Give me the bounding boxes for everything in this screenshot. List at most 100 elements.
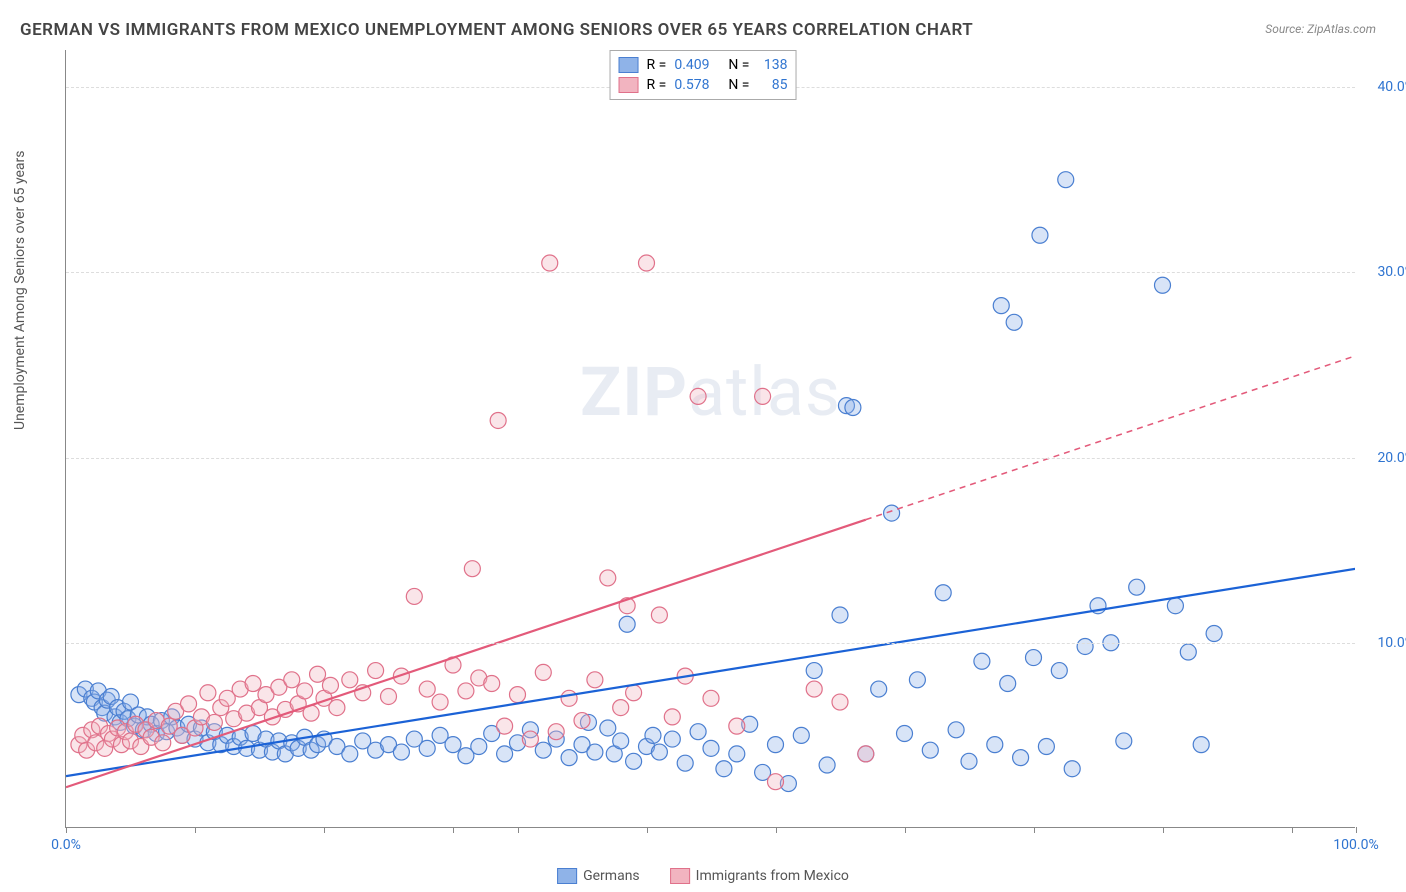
scatter-point: [101, 726, 117, 742]
scatter-point: [290, 696, 306, 712]
scatter-point: [993, 298, 1009, 314]
scatter-point: [117, 724, 133, 740]
scatter-point: [510, 687, 526, 703]
scatter-point: [164, 709, 180, 725]
scatter-point: [329, 738, 345, 754]
scatter-point: [258, 687, 274, 703]
scatter-point: [155, 735, 171, 751]
scatter-point: [1193, 737, 1209, 753]
scatter-point: [174, 727, 190, 743]
scatter-point: [219, 690, 235, 706]
x-tick: [1292, 827, 1293, 833]
scatter-point: [510, 735, 526, 751]
scatter-point: [490, 412, 506, 428]
scatter-point: [107, 709, 123, 725]
stats-legend-row: R =0.409N =138: [619, 55, 788, 75]
scatter-point: [677, 668, 693, 684]
scatter-point: [419, 681, 435, 697]
scatter-point: [193, 709, 209, 725]
scatter-point: [664, 731, 680, 747]
x-tick-label: 0.0%: [51, 837, 81, 853]
scatter-point: [574, 713, 590, 729]
scatter-point: [445, 737, 461, 753]
x-tick: [1034, 827, 1035, 833]
scatter-point: [484, 676, 500, 692]
trend-line: [66, 520, 866, 788]
scatter-point: [716, 761, 732, 777]
legend-label: Immigrants from Mexico: [696, 868, 849, 884]
scatter-point: [277, 746, 293, 762]
scatter-point: [148, 713, 164, 729]
scatter-point: [75, 727, 91, 743]
scatter-point: [703, 740, 719, 756]
scatter-point: [271, 733, 287, 749]
scatter-point: [239, 740, 255, 756]
scatter-point: [342, 746, 358, 762]
scatter-point: [123, 733, 139, 749]
scatter-point: [181, 696, 197, 712]
scatter-point: [651, 744, 667, 760]
scatter-point: [139, 709, 155, 725]
scatter-point: [169, 720, 185, 736]
scatter-point: [445, 657, 461, 673]
scatter-point: [974, 653, 990, 669]
scatter-point: [97, 705, 113, 721]
scatter-point: [1013, 750, 1029, 766]
scatter-point: [780, 776, 796, 792]
scatter-point: [768, 737, 784, 753]
scatter-point: [123, 694, 139, 710]
scatter-point: [677, 755, 693, 771]
y-axis-title: Unemployment Among Seniors over 65 years: [12, 151, 28, 431]
stats-r-value: 0.409: [674, 57, 720, 73]
scatter-point: [897, 726, 913, 742]
scatter-point: [587, 672, 603, 688]
scatter-point: [258, 731, 274, 747]
scatter-point: [110, 720, 126, 736]
scatter-point: [393, 668, 409, 684]
stats-n-label: N =: [728, 57, 749, 73]
scatter-point: [393, 744, 409, 760]
scatter-point: [181, 716, 197, 732]
scatter-point: [168, 703, 184, 719]
scatter-point: [355, 685, 371, 701]
scatter-point: [471, 670, 487, 686]
trend-line-extrapolated: [866, 356, 1355, 520]
scatter-point: [284, 735, 300, 751]
scatter-point: [97, 740, 113, 756]
scatter-point: [458, 748, 474, 764]
scatter-point: [961, 753, 977, 769]
scatter-point: [645, 727, 661, 743]
scatter-point: [406, 588, 422, 604]
y-tick-label: 10.0%: [1365, 635, 1406, 651]
scatter-point: [71, 737, 87, 753]
scatter-point: [432, 694, 448, 710]
stats-n-value: 138: [757, 57, 787, 73]
scatter-point: [806, 681, 822, 697]
scatter-point: [126, 718, 142, 734]
scatter-point: [1077, 638, 1093, 654]
scatter-point: [1058, 172, 1074, 188]
scatter-point: [232, 681, 248, 697]
gridline: [66, 458, 1355, 459]
scatter-point: [664, 709, 680, 725]
scatter-point: [651, 607, 667, 623]
scatter-point: [226, 738, 242, 754]
scatter-point: [297, 683, 313, 699]
scatter-point: [1026, 650, 1042, 666]
x-tick: [66, 827, 67, 833]
scatter-point: [104, 731, 120, 747]
scatter-point: [806, 663, 822, 679]
scatter-point: [542, 255, 558, 271]
scatter-point: [193, 720, 209, 736]
x-tick-label: 100.0%: [1333, 837, 1378, 853]
scatter-point: [613, 700, 629, 716]
scatter-point: [206, 714, 222, 730]
stats-legend: R =0.409N =138R =0.578N =85: [610, 50, 797, 100]
scatter-point: [94, 700, 110, 716]
legend-item: Immigrants from Mexico: [670, 868, 849, 884]
legend-label: Germans: [583, 868, 640, 884]
scatter-point: [79, 742, 95, 758]
scatter-point: [1129, 579, 1145, 595]
scatter-point: [90, 683, 106, 699]
scatter-point: [419, 740, 435, 756]
